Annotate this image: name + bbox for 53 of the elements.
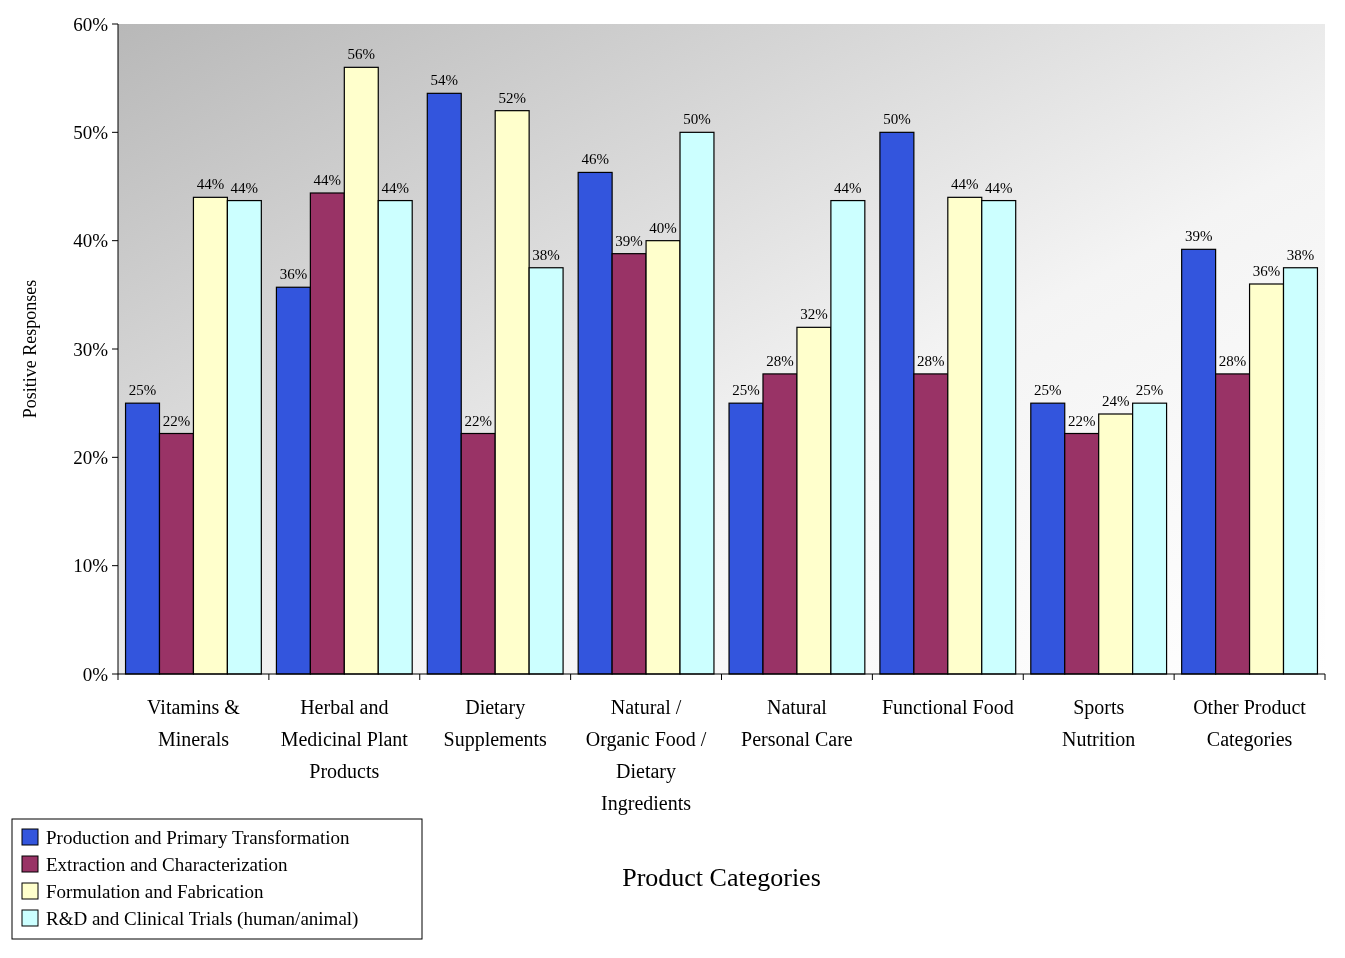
data-label: 22% — [162, 412, 191, 429]
data-label: 25% — [732, 382, 760, 399]
data-label: 22% — [1067, 412, 1096, 429]
data-label: 28% — [917, 352, 945, 369]
data-label: 38% — [1286, 246, 1315, 263]
data-label: 39% — [615, 232, 643, 249]
x-tick-label: Herbal and Medicinal Plant Products — [280, 696, 409, 782]
data-label: 25% — [128, 382, 157, 399]
data-label: 22% — [464, 412, 492, 429]
legend-label: Formulation and Fabrication — [46, 880, 264, 902]
data-label: 50% — [683, 111, 711, 128]
y-axis-title: Positive Responses — [20, 279, 40, 419]
y-tick-label: 30% — [73, 338, 109, 360]
data-label: 32% — [800, 306, 828, 323]
data-label: 46% — [581, 151, 609, 168]
x-tick-label: Natural / Organic Food / Dietary Ingredients — [585, 696, 707, 815]
x-axis-title: Product Categories — [622, 863, 821, 892]
x-tick-label: Sports Nutrition — [1062, 696, 1136, 750]
y-tick-label: 10% — [73, 555, 109, 577]
data-label: 40% — [649, 219, 677, 236]
y-tick-label: 0% — [82, 663, 109, 685]
data-label: 25% — [1135, 382, 1164, 399]
data-label: 44% — [381, 179, 409, 196]
x-tick-label: Dietary Supplements — [443, 696, 548, 751]
data-label: 25% — [1034, 382, 1062, 399]
data-label: 44% — [951, 176, 979, 193]
y-tick-label: 60% — [73, 13, 109, 35]
data-label: 44% — [196, 176, 225, 193]
data-label: 50% — [883, 111, 911, 128]
data-label: 44% — [230, 179, 259, 196]
x-tick-label: Vitamins & Minerals — [147, 696, 241, 750]
x-tick-label: Functional Food — [881, 696, 1014, 718]
data-label: 44% — [834, 179, 862, 196]
data-label: 44% — [313, 172, 342, 188]
x-tick-label: Other Product Categories — [1193, 696, 1307, 751]
data-label: 28% — [1218, 352, 1247, 369]
data-label: 24% — [1101, 393, 1130, 409]
y-tick-label: 20% — [73, 446, 109, 468]
legend-label: Extraction and Characterization — [46, 853, 289, 875]
data-label: 36% — [1252, 263, 1281, 279]
data-label: 44% — [984, 179, 1013, 196]
data-label: 52% — [498, 89, 526, 106]
data-label: 36% — [279, 266, 308, 283]
data-label: 39% — [1184, 228, 1213, 245]
y-tick-label: 50% — [73, 121, 109, 143]
data-label: 38% — [532, 246, 560, 263]
y-tick-label: 40% — [73, 230, 109, 252]
legend-label: Production and Primary Transformation — [46, 826, 350, 848]
data-label: 28% — [766, 352, 794, 369]
data-label: 56% — [347, 46, 376, 63]
legend-label: R&D and Clinical Trials (human/animal) — [46, 907, 359, 930]
data-label: 54% — [430, 72, 459, 89]
x-tick-label: Natural Personal Care — [741, 696, 853, 750]
